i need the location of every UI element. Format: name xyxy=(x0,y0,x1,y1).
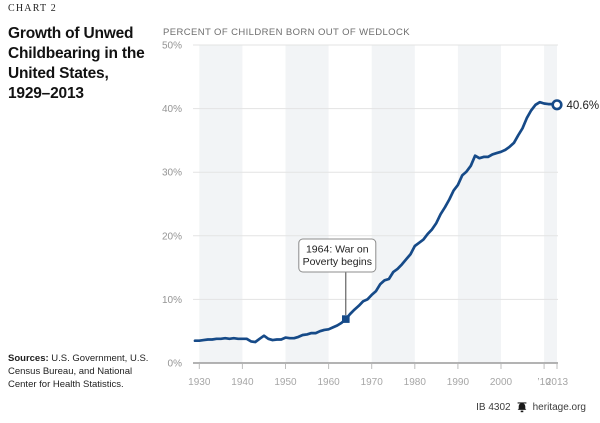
chart-kicker: CHART 2 xyxy=(8,3,58,14)
x-tick-label: 1930 xyxy=(188,377,211,388)
sources-text: U.S. Government, U.S. Census Bureau, and… xyxy=(8,353,149,390)
sources-note: Sources: U.S. Government, U.S. Census Bu… xyxy=(8,352,156,391)
annotation-text: Poverty begins xyxy=(303,256,372,268)
footer-site-link[interactable]: heritage.org xyxy=(532,402,586,413)
annotation-text: 1964: War on xyxy=(306,244,369,256)
x-tick-label: 1990 xyxy=(447,377,470,388)
decade-stripe xyxy=(199,45,243,363)
annotation-point-marker xyxy=(342,315,350,323)
decade-stripe xyxy=(544,45,557,363)
x-tick-label: 1970 xyxy=(361,377,384,388)
chart-title: Growth of Unwed Childbearing in the Unit… xyxy=(8,24,158,104)
y-tick-label: 10% xyxy=(162,295,182,306)
x-tick-label: 2013 xyxy=(546,377,569,388)
end-point-marker xyxy=(551,99,563,111)
annotation-box xyxy=(298,238,377,273)
chart-title-line: 1929–2013 xyxy=(8,85,84,102)
footer: IB 4302 heritage.org xyxy=(476,402,586,413)
x-tick-label: ’10 xyxy=(537,377,551,388)
sources-label: Sources: xyxy=(8,353,49,364)
chart-title-line: Childbearing in the xyxy=(8,45,145,62)
decade-stripe xyxy=(285,45,329,363)
x-tick-label: 1980 xyxy=(404,377,427,388)
data-line xyxy=(193,100,559,344)
decade-stripe xyxy=(371,45,415,363)
footer-doc-id: IB 4302 xyxy=(476,402,511,413)
sidebar: CHART 2 Growth of Unwed Childbearing in … xyxy=(8,3,158,104)
x-tick-label: 1940 xyxy=(231,377,254,388)
axis-title: PERCENT OF CHILDREN BORN OUT OF WEDLOCK xyxy=(163,27,410,38)
x-tick-label: 1950 xyxy=(274,377,297,388)
end-value-label: 40.6% xyxy=(567,100,600,112)
y-tick-label: 50% xyxy=(162,41,182,52)
heritage-bell-icon xyxy=(517,402,527,413)
chart-title-line: United States, xyxy=(8,65,109,82)
x-tick-label: 1960 xyxy=(317,377,340,388)
y-tick-label: 20% xyxy=(162,231,182,242)
y-tick-label: 40% xyxy=(162,104,182,115)
y-tick-label: 0% xyxy=(168,359,183,370)
chart-title-line: Growth of Unwed xyxy=(8,25,134,42)
x-tick-label: 2000 xyxy=(490,377,513,388)
decade-stripe xyxy=(457,45,501,363)
y-tick-label: 30% xyxy=(162,168,182,179)
